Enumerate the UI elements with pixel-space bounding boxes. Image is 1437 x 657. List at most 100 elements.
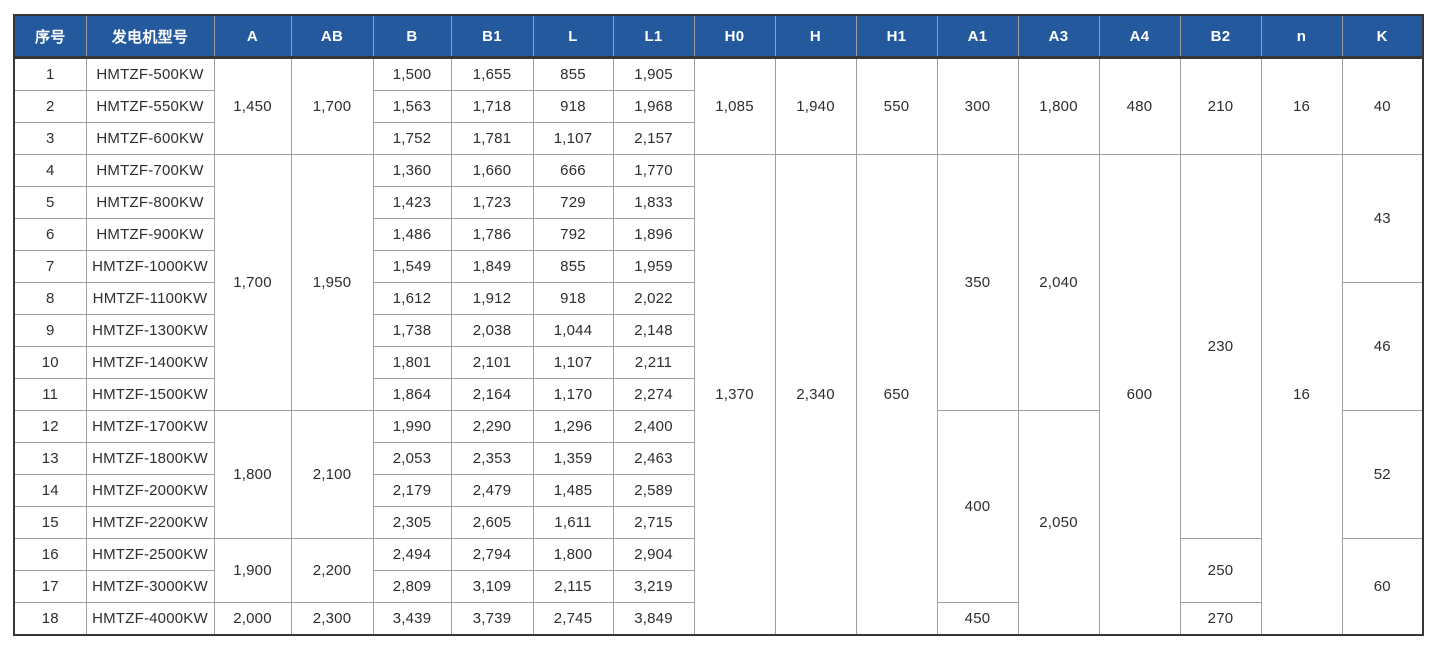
table-cell: HMTZF-1500KW bbox=[85, 378, 215, 411]
table-cell: 2,038 bbox=[450, 314, 534, 347]
table-cell: 16 bbox=[1260, 154, 1343, 636]
table-cell: 15 bbox=[13, 506, 87, 539]
table-cell: 350 bbox=[936, 154, 1019, 411]
table-row: 1 HMTZF-500KW 1,450 1,700 1,500 1,655 855 1,905… bbox=[13, 57, 1424, 155]
table-cell: 2,050 bbox=[1017, 410, 1100, 636]
table-cell: HMTZF-1800KW bbox=[85, 442, 215, 475]
table-cell: 1,612 bbox=[372, 282, 452, 315]
table-cell: HMTZF-2500KW bbox=[85, 538, 215, 571]
table-cell: 1,655 bbox=[450, 57, 534, 91]
table-cell: HMTZF-4000KW bbox=[85, 602, 215, 636]
table-cell: 1,423 bbox=[372, 186, 452, 219]
table-cell: 2,479 bbox=[450, 474, 534, 507]
table-cell: 729 bbox=[532, 186, 614, 219]
table-cell: 1,085 bbox=[693, 57, 776, 155]
table-cell: 1,950 bbox=[290, 154, 374, 411]
table-cell: 2,340 bbox=[774, 154, 857, 636]
table-cell: 1,549 bbox=[372, 250, 452, 283]
table-cell: 855 bbox=[532, 250, 614, 283]
table-cell: 2,164 bbox=[450, 378, 534, 411]
table-cell: HMTZF-2200KW bbox=[85, 506, 215, 539]
table-cell: HMTZF-1700KW bbox=[85, 410, 215, 443]
table-cell: 3 bbox=[13, 122, 87, 155]
table-cell: 1,370 bbox=[693, 154, 776, 636]
table-cell: HMTZF-3000KW bbox=[85, 570, 215, 603]
table-cell: 450 bbox=[936, 602, 1019, 636]
table-cell: 1,968 bbox=[612, 90, 695, 123]
table-cell: 1,800 bbox=[213, 410, 292, 539]
table-cell: HMTZF-1300KW bbox=[85, 314, 215, 347]
table-cell: 400 bbox=[936, 410, 1019, 603]
table-row: 3 HMTZF-600KW 1,752 1,781 1,107 2,157 bbox=[13, 122, 1423, 155]
table-cell: 1,896 bbox=[612, 218, 695, 251]
table-cell: 250 bbox=[1179, 538, 1262, 603]
table-cell: 1,940 bbox=[774, 57, 857, 155]
header-row: 序号 发电机型号 A AB B B1 L L1 H0 H H1 A1 A3 A4 B2 n K bbox=[13, 14, 1424, 59]
table-cell: 6 bbox=[13, 218, 87, 251]
table-cell: 40 bbox=[1341, 57, 1424, 155]
table-cell: 11 bbox=[13, 378, 87, 411]
table-cell: 1 bbox=[13, 57, 87, 91]
table-cell: 1,359 bbox=[532, 442, 614, 475]
column-header-B: B bbox=[372, 14, 452, 59]
table-cell: 2,463 bbox=[612, 442, 695, 475]
table-cell: 1,833 bbox=[612, 186, 695, 219]
column-header-A4: A4 bbox=[1098, 14, 1181, 59]
table-cell: 650 bbox=[855, 154, 938, 636]
table-cell: 14 bbox=[13, 474, 87, 507]
column-header-B1: B1 bbox=[450, 14, 534, 59]
table-cell: 2,605 bbox=[450, 506, 534, 539]
table-row: 18 HMTZF-4000KW 2,000 2,300 3,439 3,739 2,745 3… bbox=[13, 602, 1423, 636]
table-container: 序号 发电机型号 A AB B B1 L L1 H0 H H1 A1 A3 A4 B2 n K 1 HMTZF-5… bbox=[13, 14, 1424, 636]
table-cell: 1,786 bbox=[450, 218, 534, 251]
column-header-model: 发电机型号 bbox=[85, 14, 215, 59]
table-cell: HMTZF-600KW bbox=[85, 122, 215, 155]
table-cell: HMTZF-1000KW bbox=[85, 250, 215, 283]
table-cell: 2,589 bbox=[612, 474, 695, 507]
table-cell: 8 bbox=[13, 282, 87, 315]
table-row: 6 HMTZF-900KW 1,486 1,786 792 1,896 bbox=[13, 218, 1423, 251]
column-header-H0: H0 bbox=[693, 14, 776, 59]
table-cell: 2,211 bbox=[612, 346, 695, 379]
table-cell: 1,864 bbox=[372, 378, 452, 411]
table-cell: HMTZF-500KW bbox=[85, 57, 215, 91]
table-cell: 2,494 bbox=[372, 538, 452, 571]
table-cell: 1,770 bbox=[612, 154, 695, 187]
table-cell: 480 bbox=[1098, 57, 1181, 155]
table-row: 15 HMTZF-2200KW 2,305 2,605 1,611 2,715 bbox=[13, 506, 1423, 539]
column-header-K: K bbox=[1341, 14, 1424, 59]
table-row: 2 HMTZF-550KW 1,563 1,718 918 1,968 bbox=[13, 90, 1423, 123]
table-cell: 2,101 bbox=[450, 346, 534, 379]
table-cell: 60 bbox=[1341, 538, 1424, 636]
column-header-A: A bbox=[213, 14, 292, 59]
table-cell: 9 bbox=[13, 314, 87, 347]
table-cell: 18 bbox=[13, 602, 87, 636]
table-cell: 1,959 bbox=[612, 250, 695, 283]
table-cell: 3,219 bbox=[612, 570, 695, 603]
table-cell: 52 bbox=[1341, 410, 1424, 539]
column-header-A1: A1 bbox=[936, 14, 1019, 59]
table-cell: 2,794 bbox=[450, 538, 534, 571]
table-cell: 1,107 bbox=[532, 122, 614, 155]
table-cell: 1,905 bbox=[612, 57, 695, 91]
column-header-B2: B2 bbox=[1179, 14, 1262, 59]
table-cell: 1,718 bbox=[450, 90, 534, 123]
table-cell: 230 bbox=[1179, 154, 1262, 539]
table-cell: 1,781 bbox=[450, 122, 534, 155]
column-header-n: n bbox=[1260, 14, 1343, 59]
table-cell: 2,353 bbox=[450, 442, 534, 475]
table-cell: 2,000 bbox=[213, 602, 292, 636]
table-header: 序号 发电机型号 A AB B B1 L L1 H0 H H1 A1 A3 A4 B2 n K bbox=[13, 14, 1424, 59]
table-cell: 1,900 bbox=[213, 538, 292, 603]
table-cell: 1,912 bbox=[450, 282, 534, 315]
table-cell: 210 bbox=[1179, 57, 1262, 155]
table-cell: 2,100 bbox=[290, 410, 374, 539]
table-cell: 1,990 bbox=[372, 410, 452, 443]
column-header-A3: A3 bbox=[1017, 14, 1100, 59]
table-cell: 3,439 bbox=[372, 602, 452, 636]
table-cell: 2,715 bbox=[612, 506, 695, 539]
table-cell: 1,849 bbox=[450, 250, 534, 283]
table-cell: 2,305 bbox=[372, 506, 452, 539]
table-row: 14 HMTZF-2000KW 2,179 2,479 1,485 2,589 bbox=[13, 474, 1423, 507]
table-cell: 1,800 bbox=[532, 538, 614, 571]
